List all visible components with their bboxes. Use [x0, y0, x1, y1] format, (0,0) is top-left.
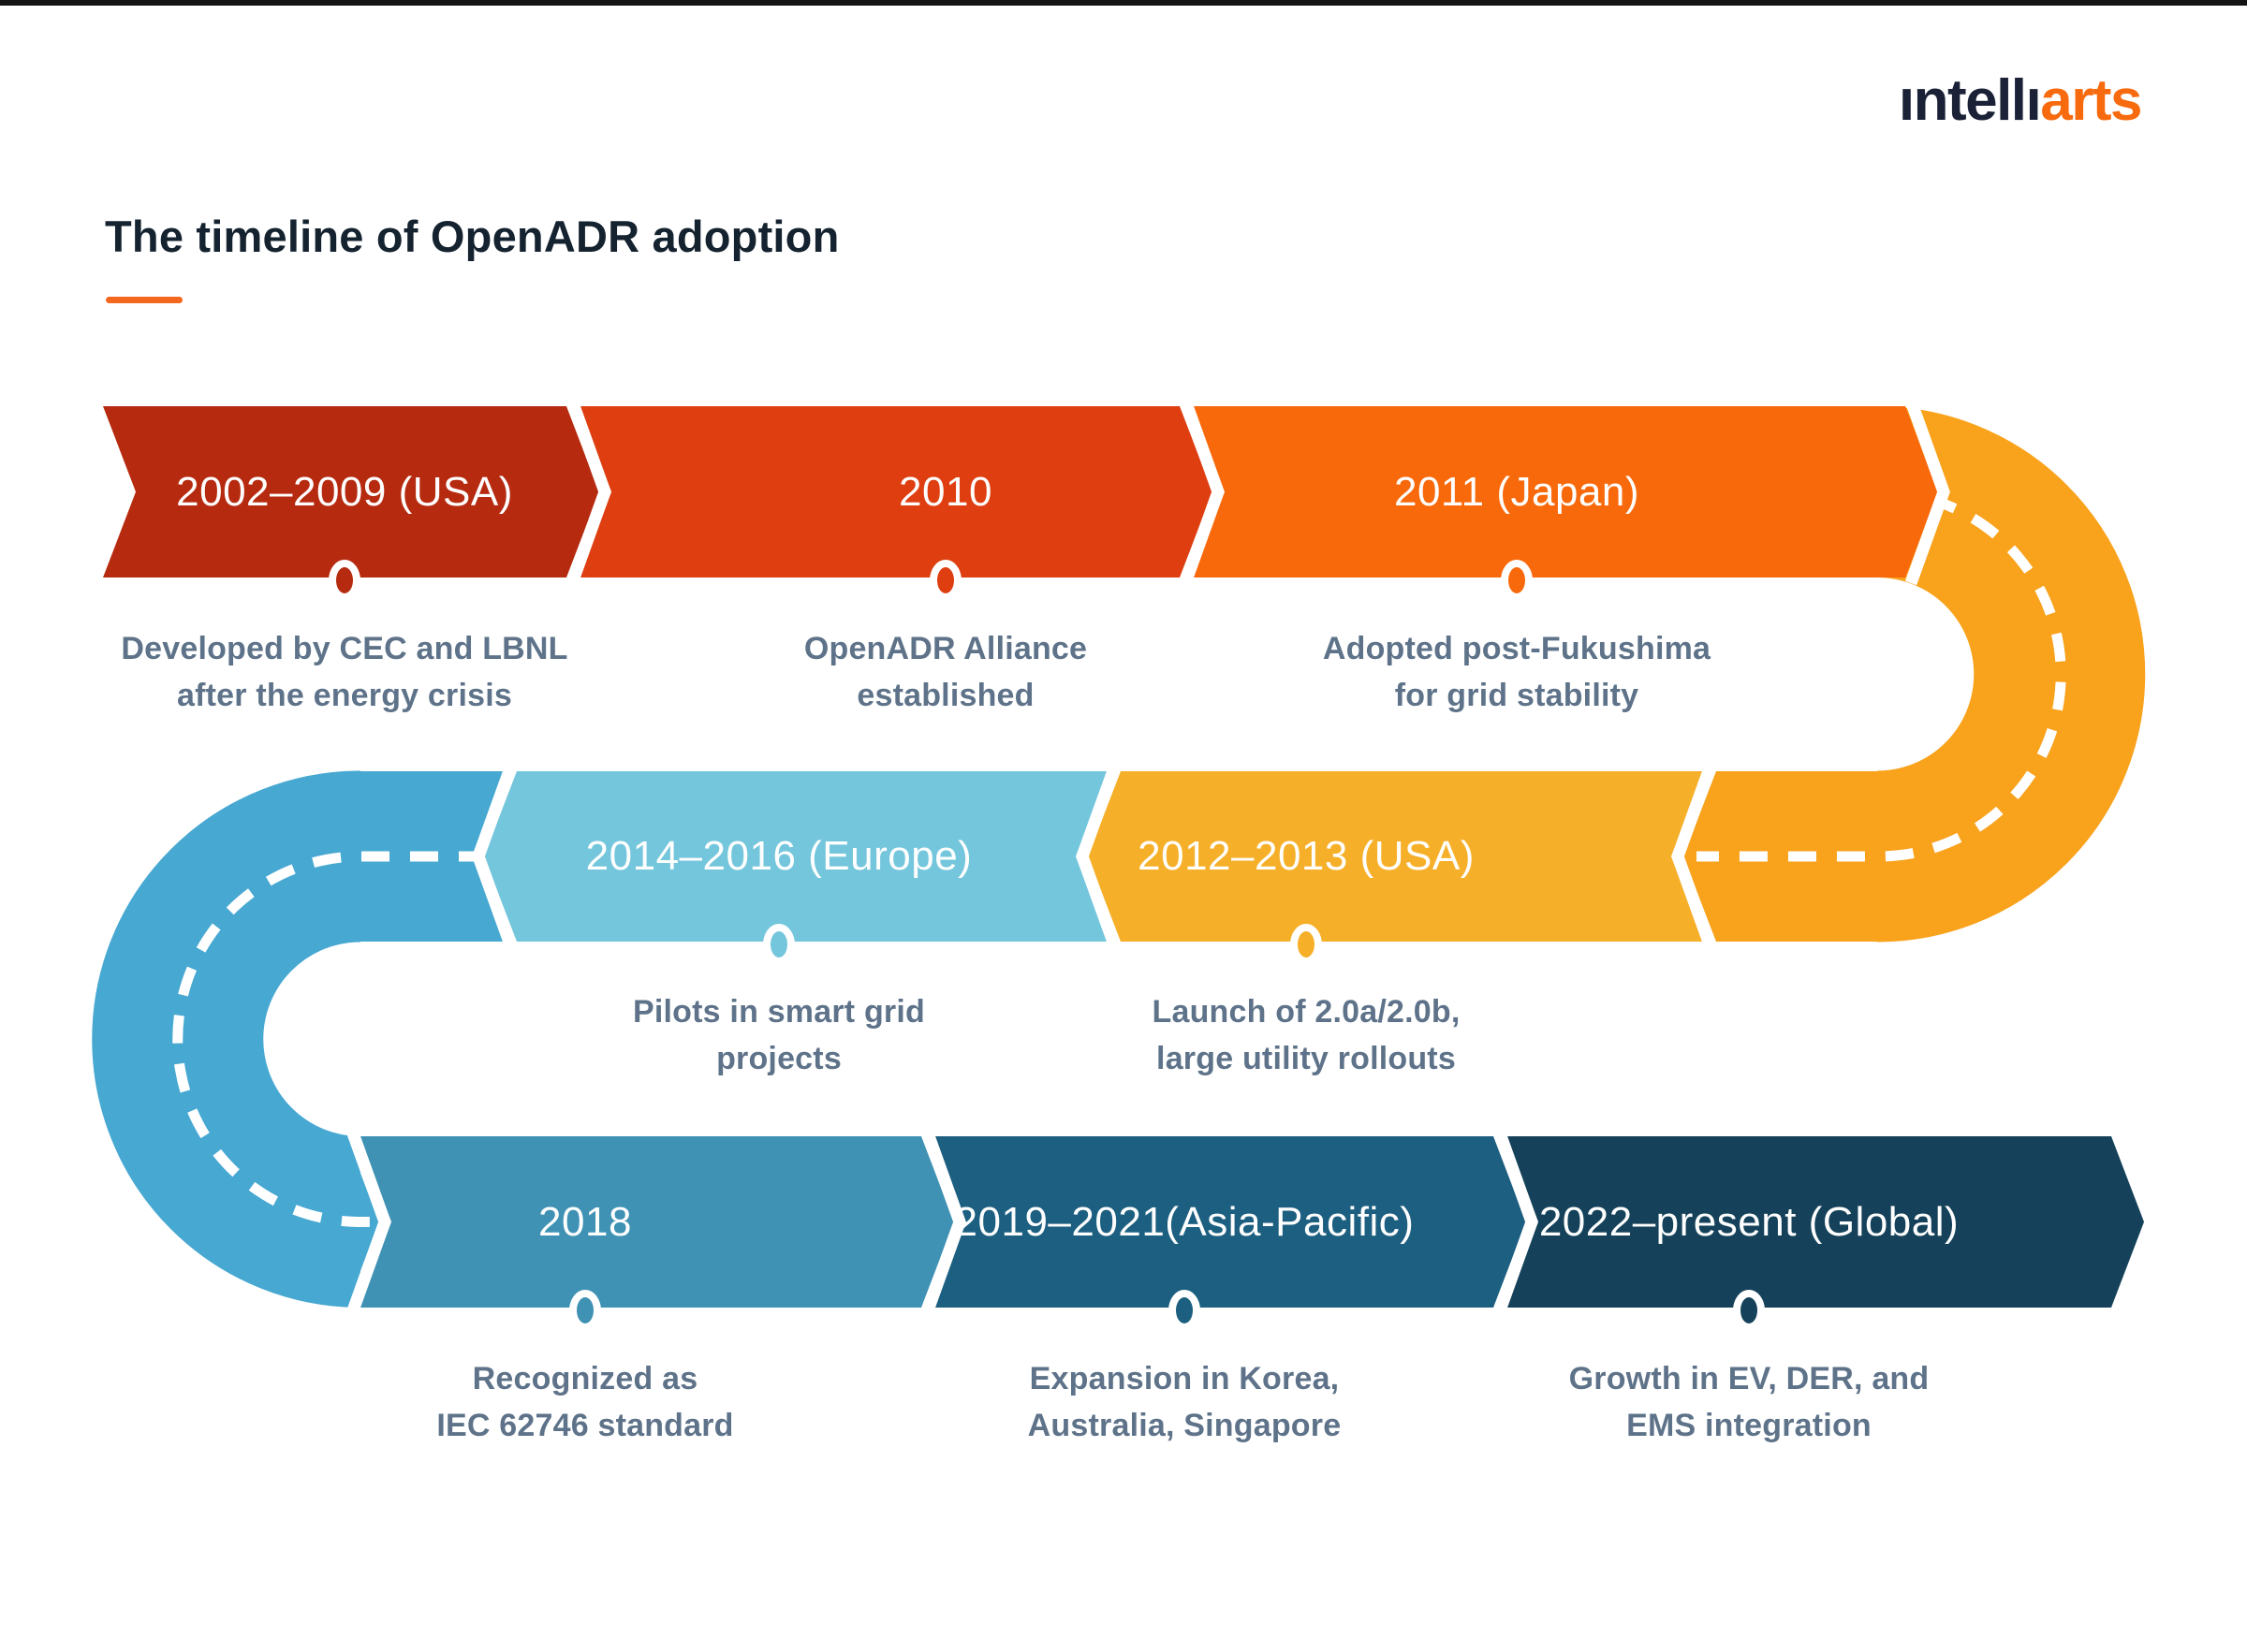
segment-label-2002-2009-usa: 2002–2009 (USA): [176, 468, 513, 515]
segment-label-2022-present-global: 2022–present (Global): [1538, 1198, 1960, 1245]
segment-label-2018: 2018: [538, 1198, 632, 1245]
timeline-marker-2010: [930, 560, 962, 601]
segment-arrow-shape-2: [1192, 406, 1938, 577]
junction-gap-5: [472, 763, 518, 950]
logo-text-intelli: ıntellı: [1898, 68, 2042, 133]
milestone-description-2014-2016-europe: Pilots in smart grid projects: [633, 994, 925, 1076]
junction-gap-3: [1671, 763, 1717, 950]
junction-gap-8: [1492, 1128, 1538, 1316]
segment-arrow-shape-0: [103, 406, 599, 577]
segment-label-2012-2013-usa: 2012–2013 (USA): [1138, 833, 1475, 879]
left-curve-dashed-line: [172, 851, 487, 1227]
right-u-curve-tail-arrow: [1683, 771, 1877, 942]
milestone-description-2022-present-global: Growth in EV, DER, and EMS integration: [1568, 1361, 1930, 1443]
title-underline: [106, 297, 183, 303]
right-u-curve-band: [1874, 406, 2146, 943]
segment-arrow-shape-1: [579, 406, 1212, 577]
junction-gap-1: [1179, 398, 1225, 586]
junction-gap-6: [345, 1128, 391, 1316]
segment-arrow-shape-4: [484, 771, 1109, 942]
milestone-description-2002-2009-usa: Developed by CEC and LBNL after the ener…: [121, 631, 568, 713]
milestone-description-2010: OpenADR Alliance established: [803, 631, 1088, 713]
timeline-marker-2014-2016-europe: [763, 924, 795, 965]
segment-arrow-shape-3: [1088, 771, 1704, 942]
left-u-curve-band: [92, 770, 363, 1308]
segment-arrow-shape-6: [927, 1136, 1526, 1308]
brand-logo: ıntellıarts: [1898, 67, 2143, 134]
timeline-marker-2002-2009-usa: [329, 560, 360, 601]
page-title: The timeline of OpenADR adoption: [105, 212, 840, 261]
milestone-description-2019-2021-asia-pacific: Expansion in Korea, Australia, Singapore: [1027, 1361, 1342, 1443]
segment-label-2014-2016-europe: 2014–2016 (Europe): [585, 833, 973, 879]
junction-gap-7: [920, 1128, 966, 1316]
timeline-marker-2018: [569, 1290, 601, 1331]
milestone-description-2011-japan: Adopted post-Fukushima for grid stabilit…: [1322, 631, 1711, 713]
segment-arrow-shape-7: [1505, 1136, 2144, 1308]
milestone-description-2018: Recognized as IEC 62746 standard: [436, 1361, 734, 1443]
junction-gap-2: [1904, 398, 1950, 586]
segment-label-2019-2021-asia-pacific: 2019–2021(Asia-Pacific): [954, 1198, 1415, 1245]
junction-gap-0: [565, 398, 611, 586]
timeline-marker-2019-2021-asia-pacific: [1168, 1290, 1200, 1331]
segment-label-2010: 2010: [899, 468, 992, 515]
timeline-marker-2022-present-global: [1733, 1290, 1765, 1331]
segment-arrow-shape-5: [359, 1136, 954, 1308]
logo-text-arts: arts: [2040, 68, 2142, 133]
right-curve-dashed-line: [1696, 493, 2066, 862]
timeline-marker-2011-japan: [1501, 560, 1533, 601]
segment-label-2011-japan: 2011 (Japan): [1393, 468, 1640, 515]
milestone-description-2012-2013-usa: Launch of 2.0a/2.0b, large utility rollo…: [1152, 994, 1461, 1076]
top-border-line: [0, 0, 2247, 6]
timeline-marker-2012-2013-usa: [1290, 924, 1322, 965]
junction-gap-4: [1076, 763, 1122, 950]
